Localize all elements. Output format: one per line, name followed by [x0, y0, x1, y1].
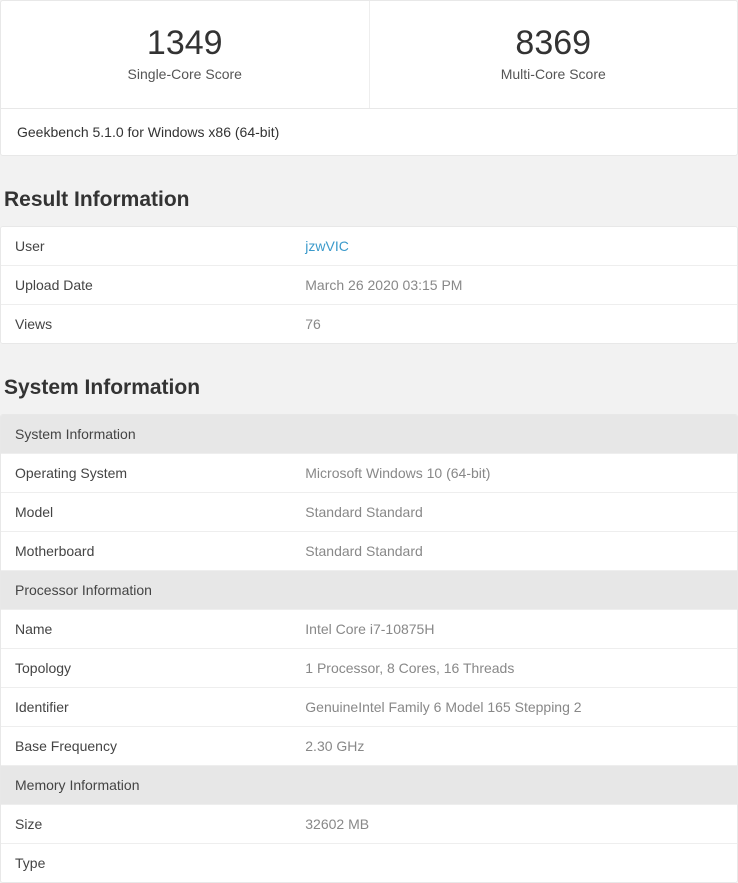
result-info-title: Result Information [0, 156, 738, 226]
result-key: User [15, 238, 305, 254]
result-row: UserjzwVIC [1, 227, 737, 265]
result-key: Views [15, 316, 305, 332]
system-row: Operating SystemMicrosoft Windows 10 (64… [1, 453, 737, 492]
system-value: Standard Standard [305, 543, 723, 559]
system-row: Topology1 Processor, 8 Cores, 16 Threads [1, 648, 737, 687]
result-value: March 26 2020 03:15 PM [305, 277, 723, 293]
geekbench-version: Geekbench 5.1.0 for Windows x86 (64-bit) [1, 108, 737, 155]
system-key: Motherboard [15, 543, 305, 559]
system-key: Model [15, 504, 305, 520]
group-header: Processor Information [1, 570, 737, 609]
system-row: Base Frequency2.30 GHz [1, 726, 737, 765]
system-value: 1 Processor, 8 Cores, 16 Threads [305, 660, 723, 676]
system-row: IdentifierGenuineIntel Family 6 Model 16… [1, 687, 737, 726]
system-value [305, 855, 723, 871]
system-value: 32602 MB [305, 816, 723, 832]
result-value: jzwVIC [305, 238, 723, 254]
group-header: System Information [1, 415, 737, 453]
result-value: 76 [305, 316, 723, 332]
system-value: Standard Standard [305, 504, 723, 520]
system-value: Microsoft Windows 10 (64-bit) [305, 465, 723, 481]
system-row: NameIntel Core i7-10875H [1, 609, 737, 648]
system-row: Type [1, 843, 737, 882]
system-key: Topology [15, 660, 305, 676]
multi-core-score: 8369 [380, 25, 728, 62]
system-key: Base Frequency [15, 738, 305, 754]
system-info-title: System Information [0, 344, 738, 414]
result-row: Upload DateMarch 26 2020 03:15 PM [1, 265, 737, 304]
multi-core-cell: 8369 Multi-Core Score [370, 1, 738, 108]
system-row: Size32602 MB [1, 804, 737, 843]
group-header-label: Processor Information [15, 582, 723, 598]
single-core-cell: 1349 Single-Core Score [1, 1, 370, 108]
system-key: Type [15, 855, 305, 871]
system-key: Identifier [15, 699, 305, 715]
user-link[interactable]: jzwVIC [305, 238, 349, 254]
system-value: GenuineIntel Family 6 Model 165 Stepping… [305, 699, 723, 715]
scores-row: 1349 Single-Core Score 8369 Multi-Core S… [1, 1, 737, 108]
result-row: Views76 [1, 304, 737, 343]
group-header: Memory Information [1, 765, 737, 804]
system-row: MotherboardStandard Standard [1, 531, 737, 570]
system-key: Name [15, 621, 305, 637]
scores-card: 1349 Single-Core Score 8369 Multi-Core S… [0, 0, 738, 156]
system-key: Size [15, 816, 305, 832]
single-core-label: Single-Core Score [11, 66, 359, 82]
result-key: Upload Date [15, 277, 305, 293]
system-key: Operating System [15, 465, 305, 481]
system-row: ModelStandard Standard [1, 492, 737, 531]
single-core-score: 1349 [11, 25, 359, 62]
system-value: Intel Core i7-10875H [305, 621, 723, 637]
multi-core-label: Multi-Core Score [380, 66, 728, 82]
system-info-card: System Information Operating SystemMicros… [0, 414, 738, 883]
result-info-card: UserjzwVICUpload DateMarch 26 2020 03:15… [0, 226, 738, 344]
group-header-label: System Information [15, 426, 723, 442]
system-value: 2.30 GHz [305, 738, 723, 754]
